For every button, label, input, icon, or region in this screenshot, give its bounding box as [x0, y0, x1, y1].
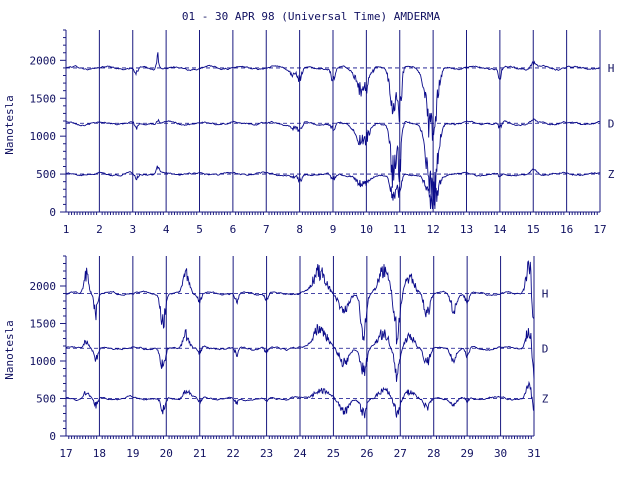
x-tick-label: 8	[296, 223, 303, 236]
y-axis-label-top: Nanotesla	[3, 95, 16, 155]
y-tick-label: 1000	[30, 355, 57, 368]
x-tick-label: 17	[593, 223, 606, 236]
y-tick-label: 0	[49, 430, 56, 443]
x-tick-label: 11	[393, 223, 406, 236]
x-tick-label: 17	[59, 447, 72, 460]
x-tick-label: 5	[196, 223, 203, 236]
x-tick-label: 16	[560, 223, 573, 236]
trace-H	[66, 52, 600, 141]
trace-D	[65, 118, 601, 210]
x-tick-label: 3	[129, 223, 136, 236]
x-tick-label: 4	[163, 223, 170, 236]
y-tick-label: 1500	[30, 92, 57, 105]
x-tick-label: 21	[193, 447, 206, 460]
x-tick-label: 1	[63, 223, 70, 236]
y-tick-label: 2000	[30, 54, 57, 67]
x-tick-label: 19	[126, 447, 139, 460]
chart-title: 01 - 30 APR 98 (Universal Time) AMDERMA	[182, 10, 441, 23]
x-tick-label: 18	[93, 447, 106, 460]
y-tick-label: 1500	[30, 318, 57, 331]
x-tick-label: 20	[160, 447, 173, 460]
panel-bottom: 17 18 19 20 21 22 23 24 25 26 27 28 29 30 31 0 500 1000 15…	[30, 255, 549, 460]
x-tick-label: 30	[494, 447, 507, 460]
series-label-D: D	[608, 117, 615, 130]
trace-Z	[65, 380, 535, 419]
x-tick-label: 2	[96, 223, 103, 236]
x-tick-label: 14	[493, 223, 507, 236]
series-label-D: D	[542, 342, 549, 355]
x-tick-label: 26	[360, 447, 373, 460]
panel-top: 1 2 3 4 5 6 7 8 9 10 11 12 13 14 15 16 17050010001500200…	[30, 29, 615, 236]
x-tick-label: 23	[260, 447, 273, 460]
series-label-H: H	[608, 62, 615, 75]
y-tick-label: 500	[36, 393, 56, 406]
x-tick-label: 6	[230, 223, 237, 236]
x-tick-label: 28	[427, 447, 440, 460]
x-tick-label: 31	[527, 447, 540, 460]
y-axis-label-bottom: Nanotesla	[3, 320, 16, 380]
x-tick-label: 27	[394, 447, 407, 460]
trace-Z	[65, 165, 601, 210]
series-label-Z: Z	[608, 168, 615, 181]
y-tick-label: 500	[36, 168, 56, 181]
series-label-Z: Z	[542, 393, 549, 406]
trace-H	[65, 260, 535, 345]
x-tick-label: 25	[327, 447, 340, 460]
x-tick-label: 12	[427, 223, 440, 236]
y-tick-label: 1000	[30, 130, 57, 143]
trace-D	[66, 323, 535, 382]
series-label-H: H	[542, 288, 549, 301]
x-tick-label: 13	[460, 223, 473, 236]
x-tick-label: 10	[360, 223, 373, 236]
x-tick-label: 29	[461, 447, 474, 460]
x-tick-label: 9	[330, 223, 337, 236]
x-tick-label: 24	[293, 447, 307, 460]
y-tick-label: 2000	[30, 280, 57, 293]
y-tick-label: 0	[49, 206, 56, 219]
x-tick-label: 22	[227, 447, 240, 460]
x-tick-label: 15	[527, 223, 540, 236]
x-tick-label: 7	[263, 223, 270, 236]
